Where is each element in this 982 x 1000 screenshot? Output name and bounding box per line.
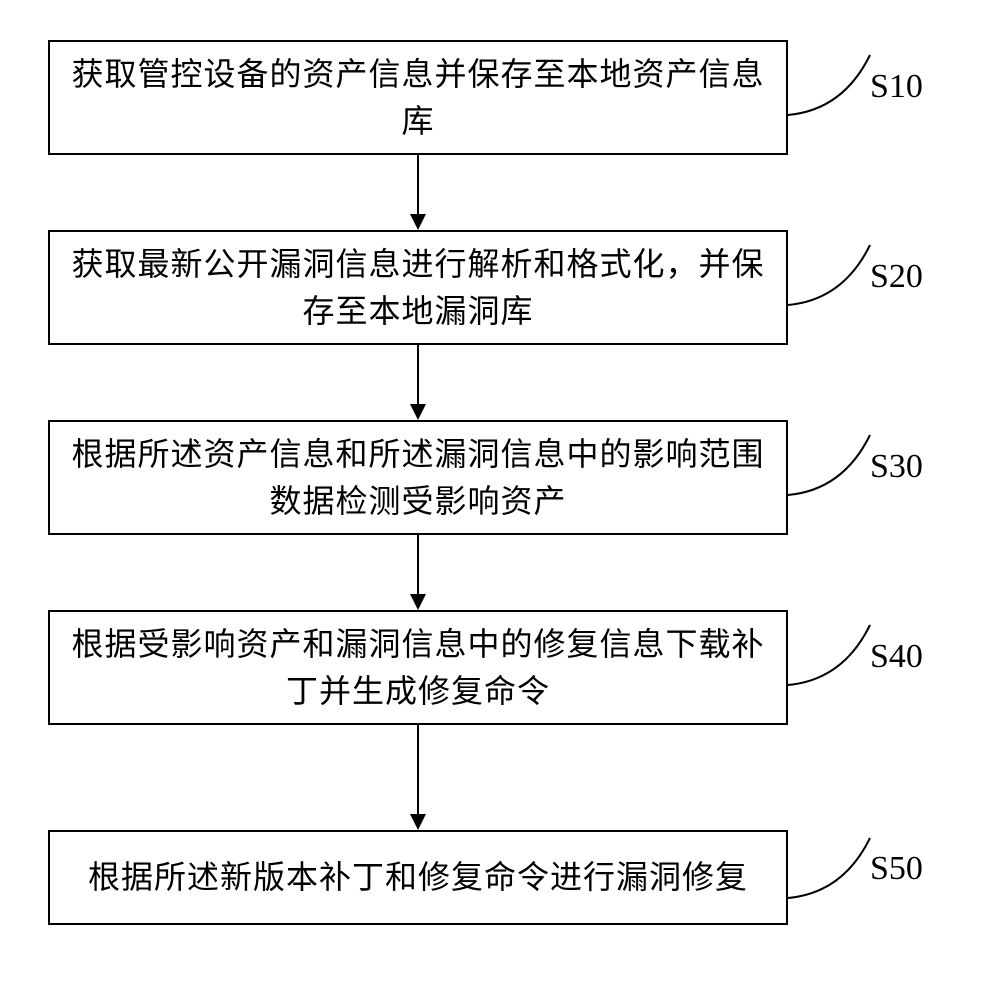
flow-node-text: 获取最新公开漏洞信息进行解析和格式化，并保 存至本地漏洞库 <box>71 241 764 334</box>
flow-node-text: 根据所述资产信息和所述漏洞信息中的影响范围 数据检测受影响资产 <box>71 431 764 524</box>
leader-line-n3 <box>788 435 870 501</box>
leader-line-n5 <box>788 838 870 904</box>
flow-node-n2: 获取最新公开漏洞信息进行解析和格式化，并保 存至本地漏洞库 <box>48 230 788 345</box>
arrow-n1-n2 <box>406 155 430 230</box>
step-label-s40: S40 <box>870 638 923 676</box>
arrow-n3-n4 <box>406 535 430 610</box>
step-label-s30: S30 <box>870 448 923 486</box>
flow-node-n4: 根据受影响资产和漏洞信息中的修复信息下载补 丁并生成修复命令 <box>48 610 788 725</box>
leader-line-n1 <box>788 55 870 121</box>
leader-line-n2 <box>788 245 870 311</box>
flow-node-n1: 获取管控设备的资产信息并保存至本地资产信息 库 <box>48 40 788 155</box>
step-label-s10: S10 <box>870 68 923 106</box>
flow-node-n5: 根据所述新版本补丁和修复命令进行漏洞修复 <box>48 830 788 925</box>
flow-node-text: 根据受影响资产和漏洞信息中的修复信息下载补 丁并生成修复命令 <box>71 621 764 714</box>
flow-node-n3: 根据所述资产信息和所述漏洞信息中的影响范围 数据检测受影响资产 <box>48 420 788 535</box>
leader-line-n4 <box>788 625 870 691</box>
flow-node-text: 根据所述新版本补丁和修复命令进行漏洞修复 <box>88 854 748 900</box>
arrow-n2-n3 <box>406 345 430 420</box>
arrow-n4-n5 <box>406 725 430 830</box>
flow-node-text: 获取管控设备的资产信息并保存至本地资产信息 库 <box>71 51 764 144</box>
flowchart-canvas: 获取管控设备的资产信息并保存至本地资产信息 库 S10 获取最新公开漏洞信息进行解析… <box>0 0 982 1000</box>
step-label-s50: S50 <box>870 850 923 888</box>
step-label-s20: S20 <box>870 258 923 296</box>
